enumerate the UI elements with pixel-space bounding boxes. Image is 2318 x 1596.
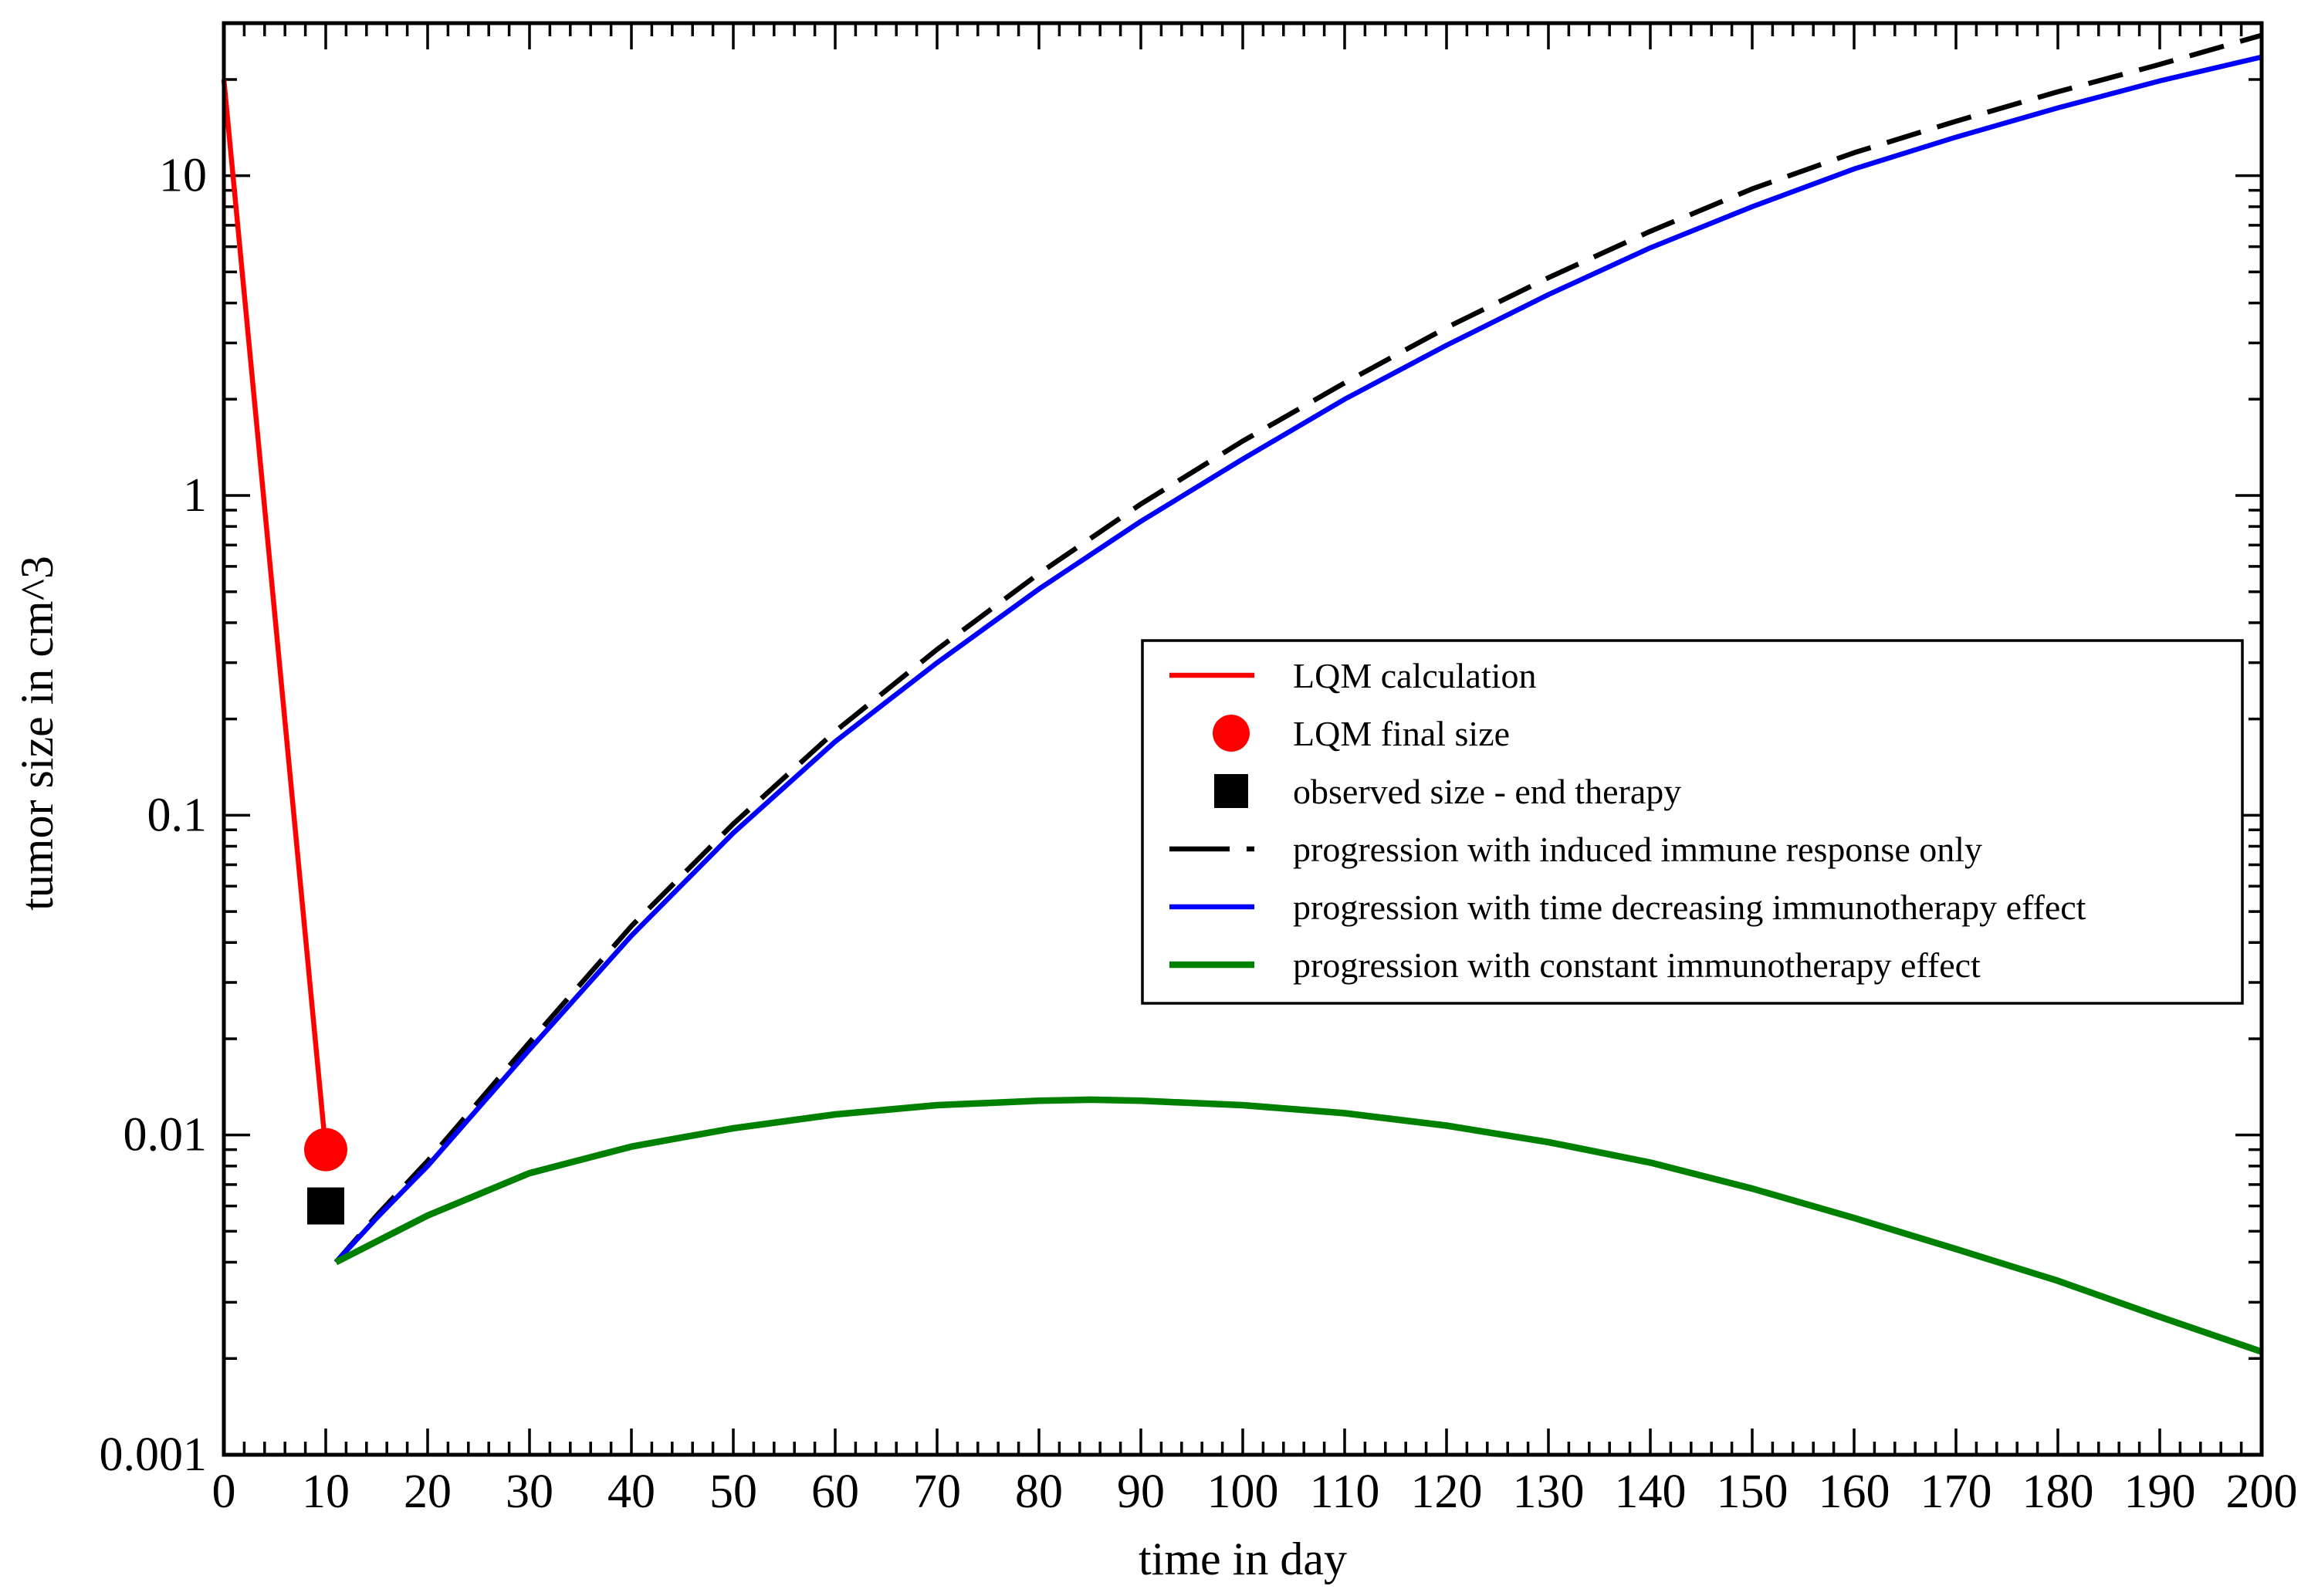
x-tick-label: 10	[302, 1466, 350, 1518]
x-tick-label: 200	[2226, 1466, 2298, 1518]
legend-label: progression with time decreasing immunot…	[1293, 888, 2086, 927]
y-tick-label: 0.1	[147, 789, 208, 841]
x-tick-label: 160	[1819, 1466, 1890, 1518]
y-tick-label: 1	[183, 469, 207, 522]
series-line	[333, 54, 2262, 1264]
observed-size-marker	[307, 1187, 344, 1225]
legend-label: LQM calculation	[1293, 656, 1537, 695]
legend: LQM calculation LQM final size observed si…	[1141, 639, 2244, 1005]
x-tick-label: 110	[1310, 1466, 1380, 1518]
x-axis-title: time in day	[1139, 1533, 1347, 1584]
x-tick-label: 180	[2022, 1466, 2094, 1518]
legend-box	[1141, 639, 2244, 1005]
x-tick-label: 40	[607, 1466, 655, 1518]
legend-label: LQM final size	[1293, 714, 1510, 753]
plot-frame	[222, 21, 2264, 1457]
legend-label: progression with constant immunotherapy …	[1293, 945, 1981, 985]
x-tick-label: 120	[1411, 1466, 1483, 1518]
x-tick-label: 170	[1920, 1466, 1992, 1518]
y-axis-title: tumor size in cm^3	[12, 556, 63, 911]
x-tick-label: 60	[811, 1466, 859, 1518]
x-tick-label: 0	[212, 1466, 236, 1518]
legend-square-swatch	[1214, 774, 1248, 808]
x-tick-label: 90	[1117, 1466, 1165, 1518]
x-tick-label: 70	[913, 1466, 961, 1518]
series-layer	[221, 32, 2263, 1355]
legend-label: progression with induced immune response…	[1293, 830, 1982, 869]
legend-circle-swatch	[1213, 715, 1250, 752]
labels-layer: 0 10 20 30 40 50 60 70 80 90 100 110 120 130 140 150 160…	[100, 150, 2298, 1518]
x-tick-label: 140	[1615, 1466, 1687, 1518]
series-line	[334, 1096, 2263, 1355]
y-tick-label: 10	[159, 150, 207, 202]
x-tick-label: 80	[1015, 1466, 1063, 1518]
lqm-final-size-marker	[304, 1128, 347, 1172]
legend-label: observed size - end therapy	[1293, 772, 1681, 811]
y-tick-label: 0.001	[100, 1429, 208, 1481]
series-line	[333, 32, 2262, 1264]
x-tick-label: 20	[404, 1466, 452, 1518]
y-tick-label: 0.01	[124, 1109, 208, 1161]
series-line	[221, 79, 329, 1150]
x-tick-label: 100	[1207, 1466, 1279, 1518]
x-tick-label: 150	[1717, 1466, 1788, 1518]
x-tick-label: 190	[2124, 1466, 2196, 1518]
x-tick-label: 30	[506, 1466, 553, 1518]
x-tick-label: 50	[709, 1466, 757, 1518]
x-tick-label: 130	[1513, 1466, 1585, 1518]
